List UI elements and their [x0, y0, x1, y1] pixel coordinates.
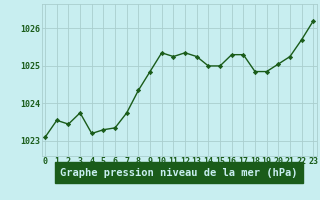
X-axis label: Graphe pression niveau de la mer (hPa): Graphe pression niveau de la mer (hPa)	[60, 168, 298, 178]
